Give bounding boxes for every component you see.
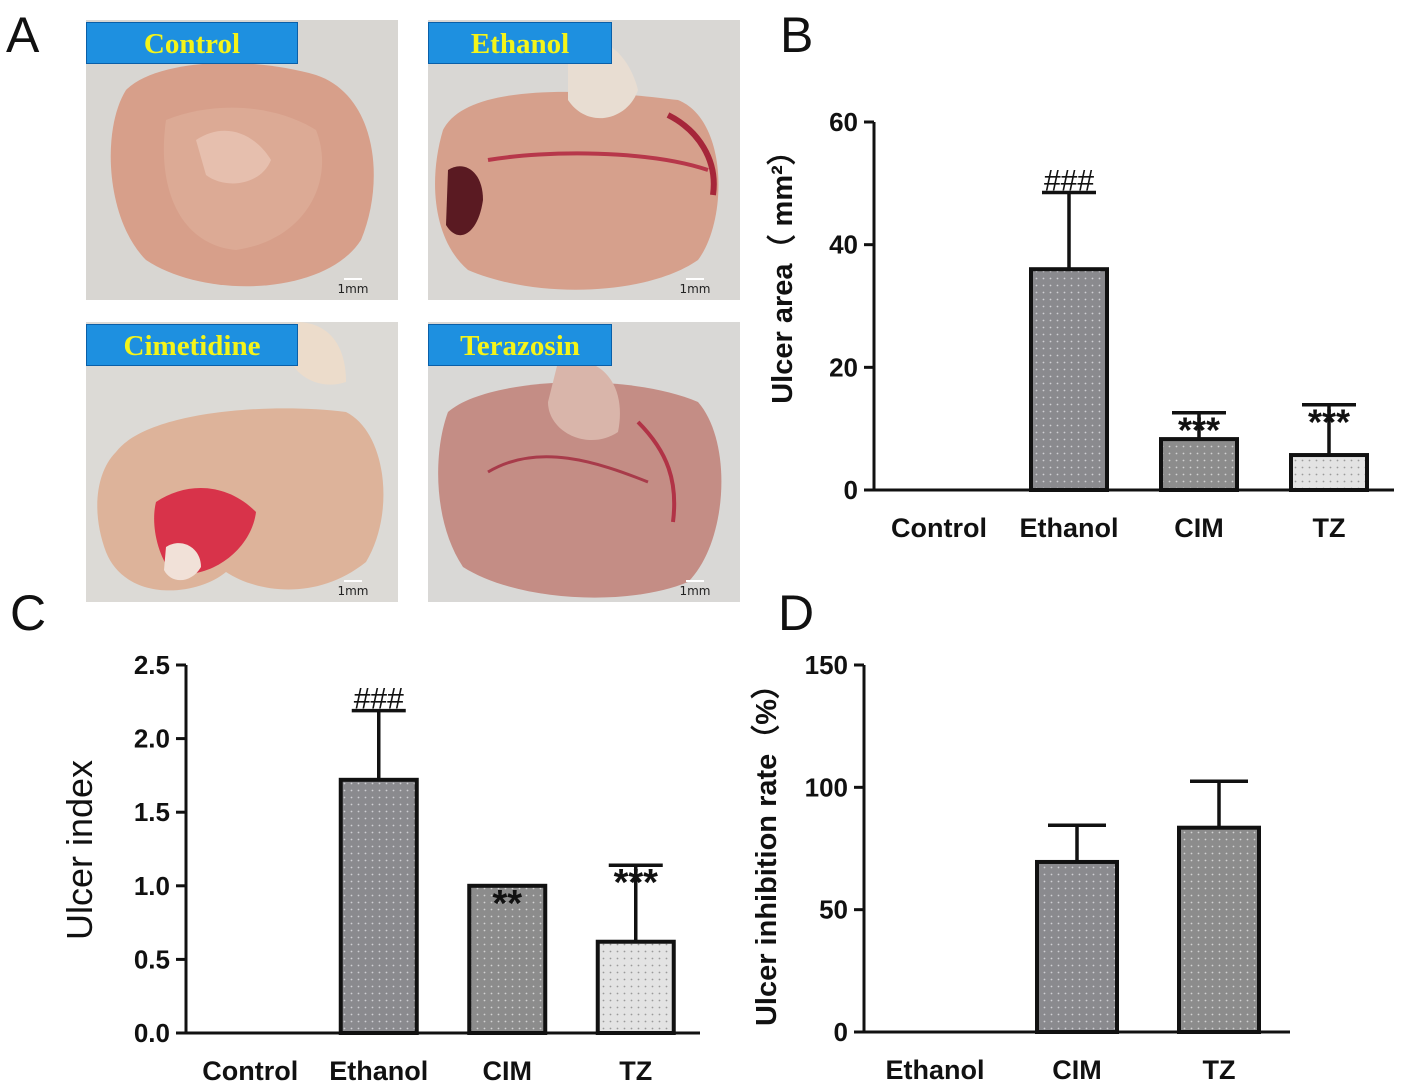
y-tick-label: 2.5 — [134, 650, 170, 680]
scale-label: 1mm — [679, 584, 711, 598]
bar-cim — [467, 883, 548, 1035]
significance-hash: ### — [1044, 165, 1094, 198]
y-tick-label: 60 — [829, 107, 858, 137]
y-tick-label: 1.5 — [134, 797, 170, 827]
bar-tz — [1177, 825, 1261, 1034]
bar-ethanol — [338, 777, 419, 1035]
y-tick-label: 20 — [829, 352, 858, 382]
x-tick-label: Ethanol — [1020, 513, 1119, 543]
significance-stars: *** — [1178, 410, 1220, 451]
y-tick-label: 100 — [805, 772, 848, 802]
scale-bar: 1mm — [674, 580, 716, 598]
x-tick-label: CIM — [1052, 1055, 1102, 1085]
scale-label: 1mm — [679, 282, 711, 296]
photo-label-ethanol: Ethanol — [428, 22, 612, 64]
bar-tz — [595, 939, 676, 1035]
bar-cim — [1159, 437, 1239, 492]
x-tick-label: Ethanol — [886, 1055, 985, 1085]
scale-bar: 1mm — [674, 278, 716, 296]
stomach-image-ethanol — [428, 20, 740, 300]
panel-letter-a: A — [6, 7, 40, 63]
chart-ulcer-index: 0.0 0.5 1.0 1.5 2.0 2.5 Control Ethanol ### CIM *… — [59, 650, 700, 1086]
y-tick-label: 0 — [844, 475, 858, 505]
x-tick-label: CIM — [1174, 513, 1224, 543]
photo-label-cimetidine: Cimetidine — [86, 324, 298, 366]
scale-bar: 1mm — [332, 278, 374, 296]
x-tick-label: TZ — [619, 1056, 652, 1086]
significance-hash: ### — [354, 683, 404, 716]
y-tick-label: 1.0 — [134, 871, 170, 901]
photo-control: Control 1mm — [86, 20, 398, 300]
y-tick-label: 0.5 — [134, 944, 170, 974]
significance-stars: *** — [1308, 402, 1350, 443]
scale-label: 1mm — [337, 584, 369, 598]
significance-stars: ** — [492, 883, 522, 925]
y-tick-label: 40 — [829, 230, 858, 260]
scale-label: 1mm — [337, 282, 369, 296]
photo-cimetidine: Cimetidine 1mm — [86, 322, 398, 602]
x-tick-label: CIM — [483, 1056, 533, 1086]
x-tick-label: TZ — [1203, 1055, 1236, 1085]
y-tick-label: 50 — [819, 895, 848, 925]
chart-ulcer-inhibition-rate: 0 50 100 150 Ethanol CIM TZ Ulcer inhibition … — [750, 650, 1290, 1085]
bar-cim — [1035, 859, 1119, 1034]
y-axis-label: Ulcer index — [59, 760, 100, 940]
y-axis-label: Ulcer area（ mm²） — [766, 136, 799, 404]
photo-terazosin: Terazosin 1mm — [428, 322, 740, 602]
photo-label-control: Control — [86, 22, 298, 64]
x-tick-label: Ethanol — [329, 1056, 428, 1086]
x-tick-label: Control — [891, 513, 987, 543]
y-tick-label: 0 — [834, 1017, 848, 1047]
y-tick-label: 2.0 — [134, 724, 170, 754]
stomach-image-cimetidine — [86, 322, 398, 602]
stomach-image-control — [86, 20, 398, 300]
panel-letter-d: D — [778, 585, 815, 641]
y-tick-label: 150 — [805, 650, 848, 680]
scale-bar: 1mm — [332, 580, 374, 598]
stomach-image-terazosin — [428, 322, 740, 602]
x-tick-label: TZ — [1313, 513, 1346, 543]
y-axis-label: Ulcer inhibition rate（%） — [750, 670, 783, 1026]
y-tick-label: 0.0 — [134, 1018, 170, 1048]
photo-ethanol: Ethanol 1mm — [428, 20, 740, 300]
panel-letter-c: C — [10, 585, 47, 641]
significance-stars: *** — [614, 862, 659, 904]
panel-letter-b: B — [780, 7, 814, 63]
chart-ulcer-area: 0 20 40 60 Control Ethanol ### CIM *** TZ *** Ulc… — [766, 107, 1394, 543]
bar-tz — [1289, 453, 1369, 493]
photo-label-terazosin: Terazosin — [428, 324, 612, 366]
x-tick-label: Control — [202, 1056, 298, 1086]
bar-ethanol — [1029, 267, 1109, 492]
